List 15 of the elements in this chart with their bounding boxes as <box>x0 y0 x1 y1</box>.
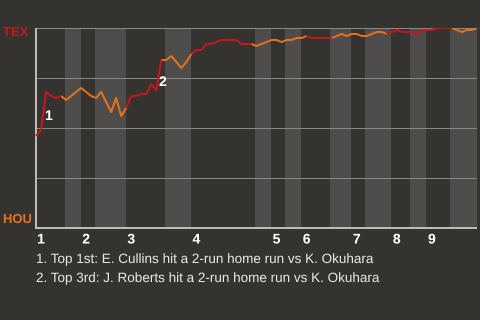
x-tick-label: 2 <box>82 230 90 246</box>
x-tick-label: 7 <box>352 230 361 246</box>
x-tick-label: 5 <box>272 230 281 246</box>
text: 2. Top 3rd: J. Roberts hit a 2-run home run vs K. Okuhara <box>36 270 380 286</box>
x-tick-label: 4 <box>192 230 200 246</box>
text: HOU <box>3 211 32 227</box>
text: TEX <box>3 24 28 40</box>
x-tick-label: 6 <box>302 230 311 246</box>
x-tick-label: 8 <box>392 230 401 246</box>
text: 1. Top 1st: E. Cullins hit a 2-run home run vs K. Okuhara <box>36 251 374 267</box>
annotation: 1 <box>45 107 53 123</box>
x-tick-label: 1 <box>37 230 46 246</box>
x-tick-label: 9 <box>428 230 436 246</box>
x-tick-label: 3 <box>127 230 136 246</box>
annotation: 2 <box>159 73 167 89</box>
